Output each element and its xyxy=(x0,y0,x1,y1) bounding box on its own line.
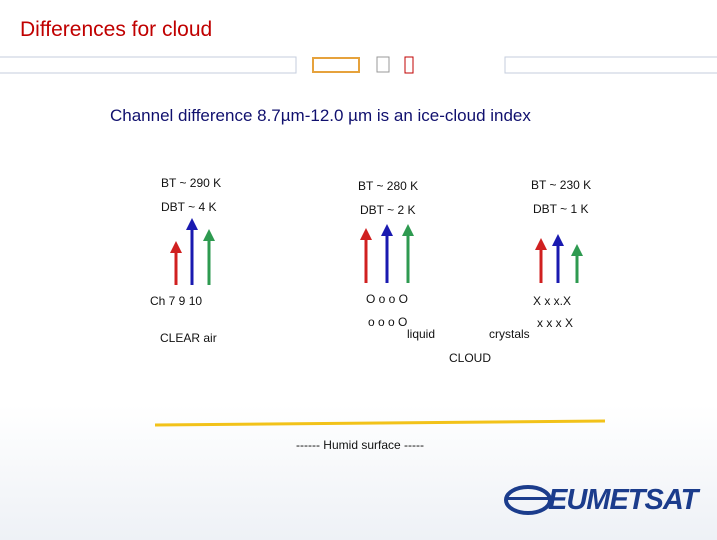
logo-icon xyxy=(504,485,552,515)
dbt-label: DBT ~ 2 K xyxy=(360,203,416,217)
surface-line xyxy=(154,419,606,427)
dbt-label: DBT ~ 1 K xyxy=(533,202,589,216)
droplets: O o o O xyxy=(366,292,409,306)
droplets: o o o O xyxy=(368,315,408,329)
title: Differences for cloud xyxy=(20,18,213,41)
crystals: crystals xyxy=(489,327,530,341)
arrows xyxy=(170,218,583,285)
subtitle: Channel difference 8.7µm-12.0 µm is an i… xyxy=(110,106,531,125)
bt-label: BT ~ 230 K xyxy=(531,178,592,192)
clear-air: CLEAR air xyxy=(160,331,217,345)
header-rule xyxy=(0,56,717,74)
surface: ------ Humid surface ----- xyxy=(296,438,424,452)
channels: Ch 7 9 10 xyxy=(150,294,203,308)
bt-label: BT ~ 290 K xyxy=(161,176,222,190)
dbt-label: DBT ~ 4 K xyxy=(161,200,217,214)
liquid: liquid xyxy=(407,327,436,341)
cloud: CLOUD xyxy=(449,351,492,365)
logo-text: EUMETSAT xyxy=(548,484,698,516)
bt-label: BT ~ 280 K xyxy=(358,179,419,193)
ice: x x x X xyxy=(537,316,574,330)
ice: X x x.X xyxy=(533,294,572,308)
